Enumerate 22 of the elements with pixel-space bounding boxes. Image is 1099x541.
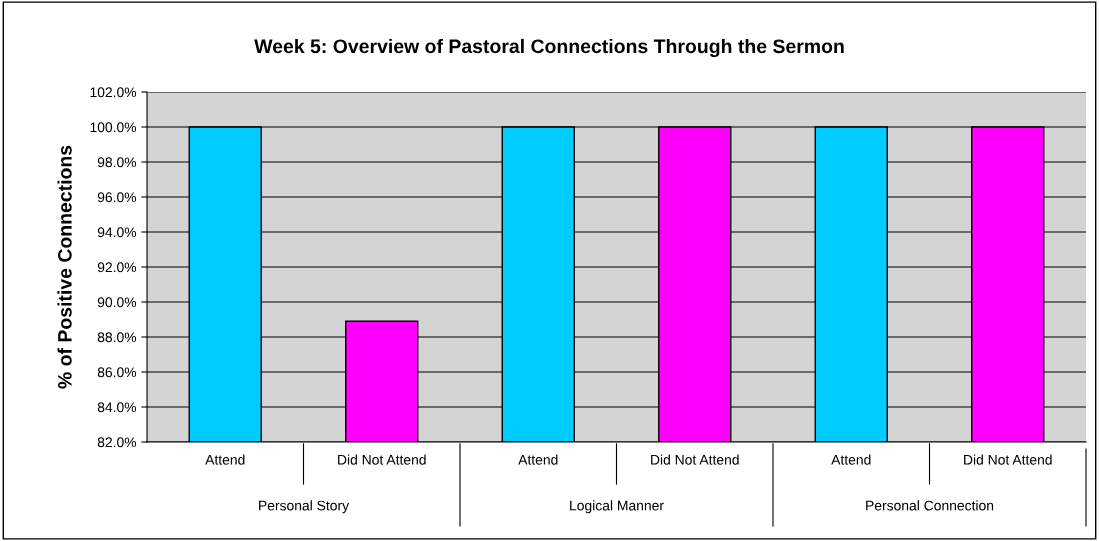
y-tick-label: 94.0%	[97, 227, 137, 238]
y-tick-label: 88.0%	[97, 332, 137, 343]
x-tick-label: Attend	[205, 454, 245, 465]
text: Personal Story	[259, 500, 350, 514]
y-tick-label: 98.0%	[97, 157, 137, 168]
x-tick-label: Did Not Attend	[964, 454, 1052, 465]
x-tick-label: Did Not Attend	[338, 454, 426, 465]
y-tick-label: 102.0%	[90, 87, 137, 98]
y-axis-title: % of Positive Connections	[57, 145, 72, 389]
y-tick-label: 92.0%	[97, 262, 137, 273]
y-tick-label: 90.0%	[97, 297, 137, 308]
y-tick-label: 100.0%	[90, 122, 137, 133]
y-tick-label: 96.0%	[97, 192, 137, 203]
y-tick-label: 84.0%	[97, 402, 137, 413]
text: Personal Connection	[866, 500, 994, 511]
y-tick-label: 86.0%	[97, 367, 137, 378]
y-tick-label: 82.0%	[97, 437, 137, 448]
x-tick-label: Did Not Attend	[651, 454, 739, 465]
x-tick-label: Attend	[518, 454, 558, 465]
chart-title: Week 5: Overview of Pastoral Connections Through the Sermon	[254, 38, 844, 58]
text: Logical Manner	[570, 500, 664, 514]
x-tick-label: Attend	[831, 454, 871, 465]
